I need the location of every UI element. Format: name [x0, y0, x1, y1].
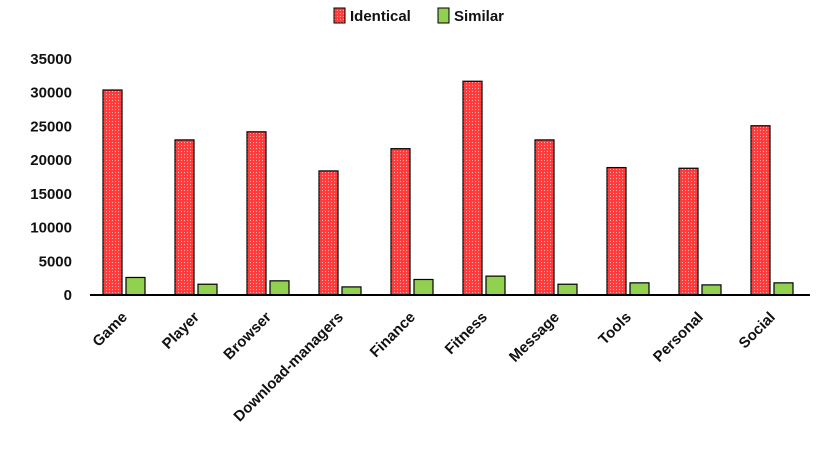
y-tick-label: 5000	[39, 253, 72, 270]
legend-swatch-similar	[437, 7, 450, 24]
y-tick-label: 15000	[30, 186, 72, 203]
bar-similar-player	[197, 283, 218, 296]
bar-similar-social	[773, 282, 794, 296]
bar-similar-tools	[629, 282, 650, 296]
bar-identical-game	[102, 89, 123, 296]
x-tick-label: Browser	[220, 309, 275, 364]
x-tick-label: Message	[506, 309, 563, 366]
x-tick-label: Game	[89, 309, 131, 351]
legend-label-similar: Similar	[454, 8, 504, 25]
bar-identical-tools	[606, 166, 627, 296]
bars	[102, 80, 794, 296]
bar-similar-browser	[269, 280, 290, 296]
legend-swatch-identical	[333, 7, 346, 24]
y-tick-label: 30000	[30, 85, 72, 102]
x-tick-label: Fitness	[442, 309, 491, 358]
legend-label-identical: Identical	[350, 8, 411, 25]
bar-identical-download-managers	[318, 170, 339, 296]
bar-identical-social	[750, 125, 771, 296]
bar-similar-download-managers	[341, 286, 362, 296]
bar-identical-browser	[246, 131, 267, 296]
y-tick-label: 25000	[30, 118, 72, 135]
legend: Identical Similar	[333, 7, 504, 25]
x-tick-label: Tools	[595, 309, 635, 349]
x-tick-label: Social	[736, 309, 779, 352]
x-tick-label: Finance	[367, 309, 419, 361]
y-tick-label: 35000	[30, 51, 72, 68]
bar-similar-finance	[413, 278, 434, 296]
y-axis: 0 5000 10000 15000 20000 25000 30000 35000	[30, 51, 72, 304]
x-tick-label: Personal	[650, 309, 707, 366]
bar-identical-finance	[390, 148, 411, 296]
bar-similar-fitness	[485, 275, 506, 296]
bar-identical-fitness	[462, 80, 483, 296]
y-tick-label: 20000	[30, 152, 72, 169]
bar-similar-game	[125, 276, 146, 296]
bar-identical-personal	[678, 167, 699, 296]
bar-similar-message	[557, 283, 578, 296]
x-tick-label: Player	[159, 309, 203, 353]
bar-similar-personal	[701, 284, 722, 296]
bar-identical-player	[174, 139, 195, 296]
bar-identical-message	[534, 139, 555, 296]
y-tick-label: 0	[64, 287, 72, 304]
y-tick-label: 10000	[30, 220, 72, 237]
